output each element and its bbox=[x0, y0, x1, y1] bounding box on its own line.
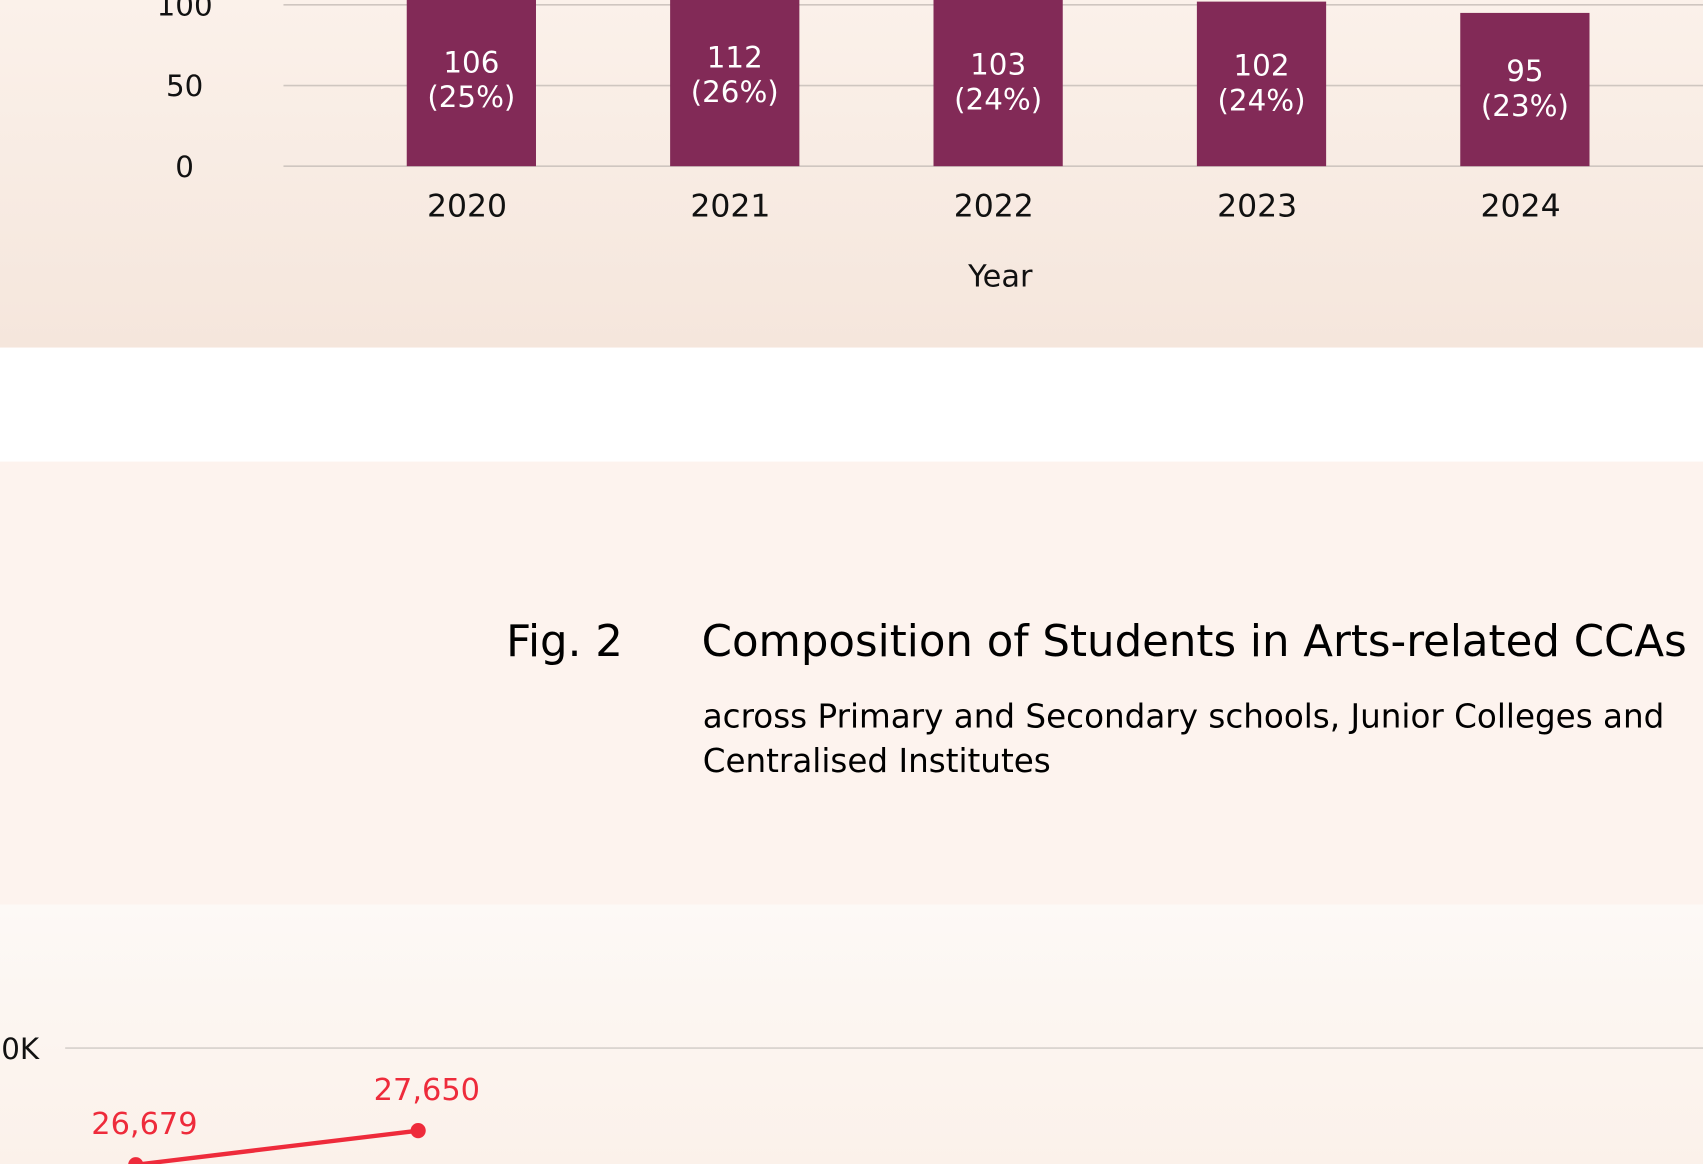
x-tick-label: 2023 bbox=[1217, 188, 1297, 224]
data-label: 27,650 bbox=[374, 1073, 480, 1108]
data-label: 26,679 bbox=[91, 1107, 197, 1142]
x-tick-label: 2020 bbox=[427, 188, 507, 224]
data-label: 106 (25%) bbox=[427, 45, 515, 114]
bar bbox=[406, 0, 536, 167]
point bbox=[128, 1157, 144, 1164]
data-label-line: (24%) bbox=[1217, 83, 1305, 117]
bar bbox=[1460, 12, 1590, 167]
figure-panel bbox=[0, 461, 1703, 905]
bar bbox=[670, 0, 800, 167]
x-tick-label: 2024 bbox=[1480, 188, 1560, 224]
x-tick-label: 2021 bbox=[690, 188, 770, 224]
chart-panel bbox=[0, 904, 1703, 1164]
data-label-line: 112 bbox=[707, 40, 763, 74]
x-axis-title: Year bbox=[967, 260, 1033, 295]
figure-subtitle: across Primary and Secondary schools, Ju… bbox=[702, 698, 1665, 781]
data-label-line: 106 bbox=[443, 45, 499, 79]
y-tick-label: 50 bbox=[166, 69, 203, 103]
y-tick-label: 100 bbox=[157, 0, 213, 23]
data-label-line: (24%) bbox=[954, 82, 1042, 116]
data-label: 95 (23%) bbox=[1481, 54, 1569, 123]
line bbox=[135, 1128, 419, 1164]
chart-panel bbox=[0, 0, 1703, 348]
data-label: 103 (24%) bbox=[954, 47, 1042, 116]
y-tick-label: 30K bbox=[0, 1032, 40, 1066]
x-tick-label: 2022 bbox=[954, 188, 1034, 224]
data-label-line: (23%) bbox=[1481, 88, 1569, 122]
bar bbox=[933, 0, 1063, 167]
data-label-line: 103 bbox=[970, 47, 1026, 81]
data-label-line: (25%) bbox=[427, 80, 515, 114]
data-label-line: 95 bbox=[1506, 54, 1543, 88]
data-label-line: 102 bbox=[1234, 48, 1290, 82]
data-label: 102 (24%) bbox=[1217, 48, 1305, 117]
figure-number: Fig. 2 bbox=[506, 616, 623, 667]
point bbox=[410, 1123, 426, 1139]
y-tick-label: 0 bbox=[175, 150, 194, 184]
data-label-line: (26%) bbox=[691, 75, 779, 109]
figure-title: Composition of Students in Arts-related … bbox=[701, 616, 1687, 667]
bar bbox=[1196, 1, 1327, 167]
data-label: 112 (26%) bbox=[691, 40, 779, 109]
